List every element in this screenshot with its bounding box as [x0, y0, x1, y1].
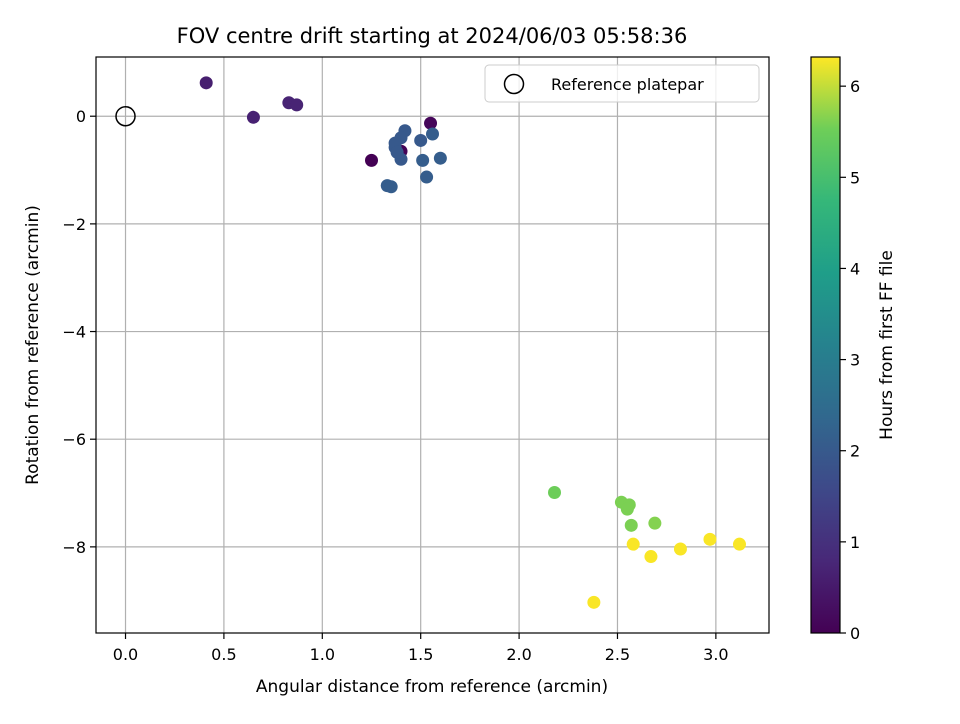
data-point [703, 532, 717, 546]
y-tick-label: −2 [62, 215, 86, 234]
data-points [199, 76, 746, 609]
colorbar-ticks: 0 1 2 3 4 5 6 [840, 77, 860, 643]
y-tick-label: −6 [62, 430, 86, 449]
data-point [420, 170, 434, 184]
legend-label: Reference platepar [551, 75, 704, 94]
chart-title: FOV centre drift starting at 2024/06/03 … [177, 24, 688, 48]
colorbar [810, 56, 841, 634]
x-tick-label: 2.0 [506, 645, 531, 664]
x-axis-label: Angular distance from reference (arcmin) [256, 677, 608, 697]
data-point [433, 151, 447, 165]
legend: Reference platepar [484, 64, 760, 103]
x-tick-label: 0.5 [211, 645, 236, 664]
colorbar-tick-label: 1 [850, 533, 860, 552]
colorbar-label: Hours from first FF file [877, 250, 897, 440]
data-point [416, 153, 430, 167]
data-point [644, 550, 658, 564]
y-tick-label: 0 [76, 107, 86, 126]
data-point [424, 116, 438, 130]
colorbar-tick-label: 5 [850, 168, 860, 187]
y-tick-label: −8 [62, 538, 86, 557]
legend-reference-marker [503, 73, 525, 95]
data-point [626, 537, 640, 551]
x-tick-label: 0.0 [113, 645, 138, 664]
y-axis-ticks: 0 −2 −4 −6 −8 [62, 107, 96, 557]
data-point [673, 542, 687, 556]
colorbar-tick-label: 0 [850, 624, 860, 643]
x-tick-label: 1.0 [310, 645, 335, 664]
data-point [390, 145, 404, 159]
legend-box [484, 64, 760, 103]
x-tick-label: 1.5 [408, 645, 433, 664]
colorbar-tick-label: 6 [850, 77, 860, 96]
y-axis-label: Rotation from reference (arcmin) [23, 205, 43, 485]
data-point [246, 110, 260, 124]
data-point [624, 518, 638, 532]
x-tick-label: 3.0 [703, 645, 728, 664]
y-tick-label: −4 [62, 323, 86, 342]
data-point [414, 133, 428, 147]
data-point [648, 516, 662, 530]
data-point [548, 485, 562, 499]
data-point [290, 98, 304, 112]
x-axis-ticks: 0.0 0.5 1.0 1.5 2.0 2.5 3.0 [113, 633, 729, 664]
data-point [364, 153, 378, 167]
data-point [426, 127, 439, 141]
colorbar-tick-label: 4 [850, 259, 860, 278]
grid-lines [96, 57, 769, 633]
colorbar-tick-label: 3 [850, 351, 860, 370]
data-point [587, 595, 601, 609]
data-point [620, 502, 634, 516]
reference-marker [115, 105, 136, 127]
x-tick-label: 2.5 [605, 645, 630, 664]
colorbar-tick-label: 2 [850, 442, 860, 461]
data-point [384, 180, 398, 194]
reference-point [115, 105, 136, 127]
plot-frame [95, 56, 770, 634]
data-point [199, 76, 213, 90]
data-point [732, 537, 746, 551]
